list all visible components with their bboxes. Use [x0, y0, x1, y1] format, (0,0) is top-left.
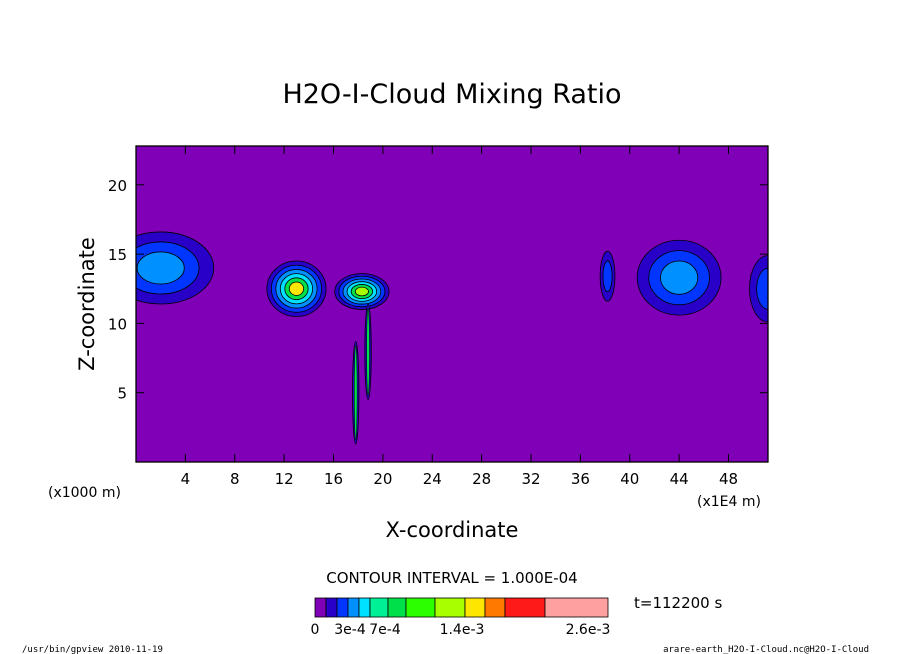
contour-interval: CONTOUR INTERVAL = 1.000E-04 — [326, 569, 577, 587]
colorbar-swatch — [434, 597, 466, 618]
colorbar-swatch — [314, 597, 327, 618]
y-tick-label: 10 — [108, 315, 127, 333]
filament-core-1 — [366, 307, 370, 396]
x-tick-label: 36 — [571, 470, 590, 488]
y-axis-label: Z-coordinate — [75, 237, 99, 371]
y-tick-label: 5 — [117, 385, 127, 403]
plot-frame — [135, 145, 769, 463]
x-tick-label: 12 — [275, 470, 294, 488]
contour-region-2-5 — [354, 286, 369, 297]
colorbar-label: 2.6e-3 — [566, 622, 611, 638]
time-label: t=112200 s — [634, 594, 722, 612]
contour-region-4-2 — [660, 260, 699, 295]
contour-blobs — [136, 231, 768, 445]
colorbar-swatch — [464, 597, 486, 618]
x-tick-label: 32 — [521, 470, 540, 488]
y-tick-label: 20 — [108, 177, 127, 195]
colorbar-swatch — [544, 597, 609, 618]
colorbar-swatch — [369, 597, 389, 618]
colorbar-label: 3e-4 — [334, 622, 366, 638]
contour-region-5-1 — [756, 267, 768, 310]
colorbar — [314, 597, 609, 618]
colorbar-swatch — [358, 597, 371, 618]
x-tick-label: 24 — [423, 470, 442, 488]
x-tick-label: 20 — [373, 470, 392, 488]
colorbar-label: 0 — [311, 622, 320, 638]
colorbar-swatch — [504, 597, 546, 618]
x-tick-label: 28 — [472, 470, 491, 488]
x-tick-label: 4 — [181, 470, 191, 488]
y-tick-label: 15 — [108, 246, 127, 264]
colorbar-label: 7e-4 — [369, 622, 401, 638]
colorbar-swatch — [325, 597, 338, 618]
x-tick-label: 44 — [670, 470, 689, 488]
x-unit-right: (x1E4 m) — [697, 494, 761, 510]
colorbar-swatch — [347, 597, 360, 618]
colorbar-swatch — [484, 597, 506, 618]
colorbar-labels: 0 3e-4 7e-4 1.4e-3 2.6e-3 — [311, 622, 611, 638]
x-tick-label: 8 — [230, 470, 240, 488]
colorbar-swatch — [387, 597, 407, 618]
filament-core-0 — [354, 345, 358, 441]
x-tick-label: 48 — [719, 470, 738, 488]
contour-region-3-1 — [602, 260, 613, 293]
colorbar-label: 1.4e-3 — [440, 622, 485, 638]
chart-title: H2O-I-Cloud Mixing Ratio — [282, 79, 621, 110]
footer-left: /usr/bin/gpview 2010-11-19 — [22, 645, 163, 654]
colorbar-swatch — [405, 597, 436, 618]
x-unit-left: (x1000 m) — [48, 485, 121, 501]
contour-region-1-5 — [288, 281, 305, 296]
x-tick-label: 40 — [620, 470, 639, 488]
contour-region-0-2 — [136, 251, 185, 285]
footer-right: arare-earth_H2O-I-Cloud.nc@H2O-I-Cloud — [663, 645, 869, 654]
colorbar-swatch — [336, 597, 349, 618]
x-tick-label: 16 — [324, 470, 343, 488]
x-axis-label: X-coordinate — [386, 518, 519, 542]
